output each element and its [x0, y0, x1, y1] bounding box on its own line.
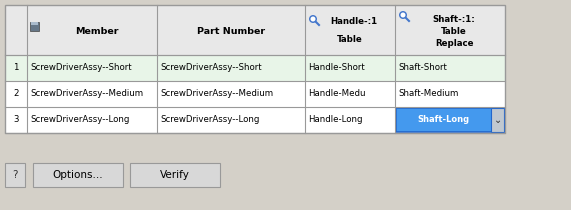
Text: Table: Table	[441, 26, 467, 35]
Text: 1: 1	[13, 63, 19, 72]
Bar	[5, 5, 505, 55]
Circle shape	[311, 17, 316, 21]
Text: 3: 3	[13, 116, 19, 125]
Bar	[5, 81, 505, 107]
Circle shape	[400, 13, 405, 17]
Text: Replace: Replace	[435, 38, 473, 47]
Text: Handle-Short: Handle-Short	[308, 63, 365, 72]
Bar	[5, 5, 505, 133]
Bar	[0, 133, 571, 210]
Bar	[396, 108, 504, 132]
Text: ScrewDriverAssy--Medium: ScrewDriverAssy--Medium	[30, 89, 143, 98]
Bar	[5, 55, 505, 81]
Bar	[130, 163, 220, 187]
Bar	[31, 21, 38, 25]
Text: ScrewDriverAssy--Long: ScrewDriverAssy--Long	[160, 116, 259, 125]
Bar	[491, 108, 504, 132]
Text: Member: Member	[75, 28, 119, 37]
Text: ⌄: ⌄	[494, 115, 502, 125]
Bar	[5, 107, 505, 133]
Bar	[33, 163, 123, 187]
Text: Shaft-Long: Shaft-Long	[417, 116, 469, 125]
Text: Handle-Medu: Handle-Medu	[308, 89, 365, 98]
Text: ScrewDriverAssy--Medium: ScrewDriverAssy--Medium	[160, 89, 273, 98]
Text: 2: 2	[13, 89, 19, 98]
Text: Shaft-Medium: Shaft-Medium	[398, 89, 459, 98]
Text: ?: ?	[12, 170, 18, 180]
Text: Table: Table	[337, 35, 363, 45]
Bar	[5, 163, 25, 187]
Circle shape	[309, 15, 317, 23]
Text: ScrewDriverAssy--Short: ScrewDriverAssy--Short	[30, 63, 132, 72]
Text: ScrewDriverAssy--Short: ScrewDriverAssy--Short	[160, 63, 262, 72]
Circle shape	[399, 11, 407, 19]
Text: Options...: Options...	[53, 170, 103, 180]
Text: Shaft-Short: Shaft-Short	[398, 63, 447, 72]
Text: Handle-:1: Handle-:1	[331, 17, 377, 26]
Bar	[30, 21, 39, 30]
Text: Part Number: Part Number	[197, 28, 265, 37]
Text: Handle-Long: Handle-Long	[308, 116, 363, 125]
Text: Shaft-:1:: Shaft-:1:	[433, 14, 476, 24]
Text: Verify: Verify	[160, 170, 190, 180]
Text: ScrewDriverAssy--Long: ScrewDriverAssy--Long	[30, 116, 130, 125]
